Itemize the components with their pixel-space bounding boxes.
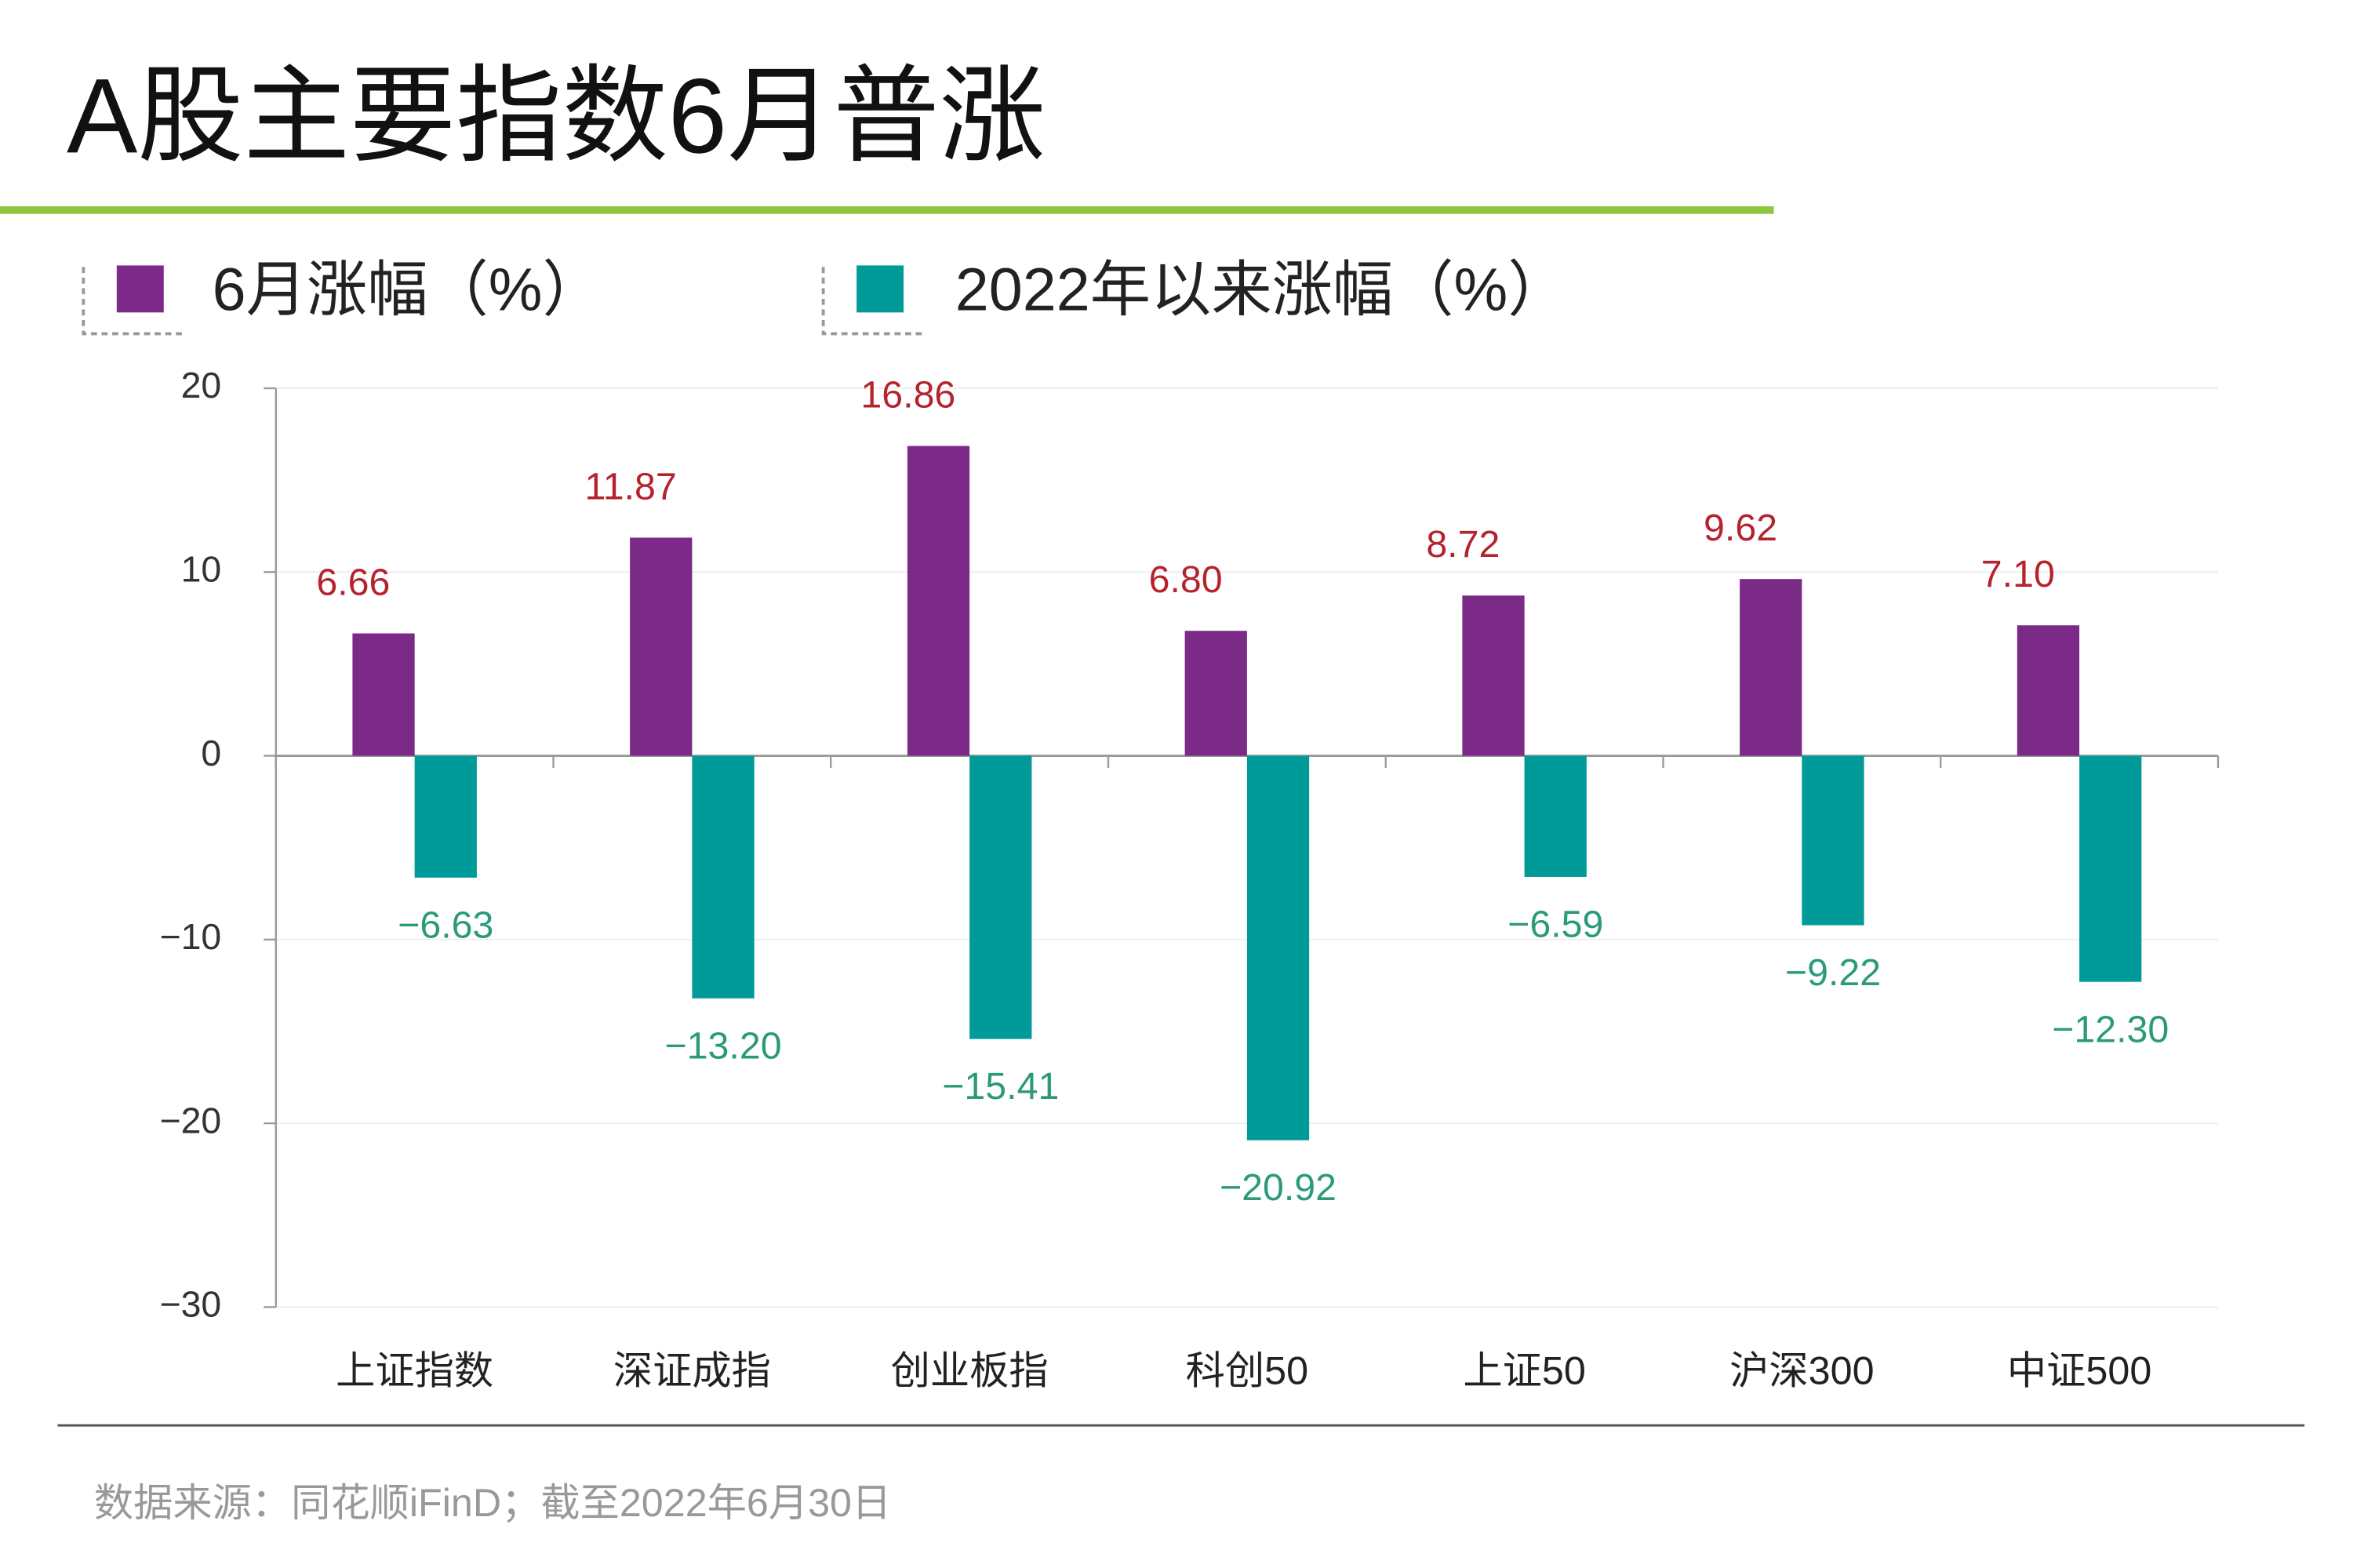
- bar: [969, 755, 1032, 1039]
- legend-frame: [82, 267, 184, 336]
- legend-swatch: [856, 265, 904, 313]
- y-tick-label: 10: [181, 549, 222, 590]
- x-tick-label: 深证成指: [613, 1349, 771, 1393]
- legend-label: 2022年以来涨幅（%）: [955, 256, 1569, 324]
- value-label: −9.22: [1785, 951, 1881, 994]
- bar: [630, 537, 693, 756]
- bar: [907, 446, 970, 756]
- value-label: −15.41: [942, 1065, 1059, 1108]
- value-label: 7.10: [1981, 553, 2055, 595]
- bar: [1462, 595, 1525, 756]
- bar: [1184, 631, 1247, 756]
- x-tick-label: 上证50: [1463, 1349, 1585, 1393]
- bar: [1524, 755, 1587, 877]
- y-tick-label: −10: [160, 916, 222, 957]
- value-label: −6.59: [1507, 903, 1603, 945]
- value-label: 6.66: [316, 561, 390, 603]
- value-label: −12.30: [2052, 1008, 2169, 1050]
- value-label: −13.20: [664, 1024, 781, 1067]
- y-tick-label: 20: [181, 365, 222, 406]
- value-label: −20.92: [1220, 1166, 1337, 1209]
- bar: [2079, 755, 2142, 982]
- legend-frame: [821, 267, 924, 336]
- bar: [2017, 625, 2080, 756]
- bar: [1246, 755, 1310, 1141]
- value-label: 16.86: [860, 373, 955, 416]
- value-label: −6.63: [398, 904, 493, 946]
- chart-title: A股主要指数6月普涨: [67, 56, 1046, 175]
- value-label: 8.72: [1426, 523, 1500, 566]
- title-rule: [0, 206, 1774, 214]
- y-tick-label: 0: [201, 733, 221, 773]
- bar: [692, 755, 755, 999]
- value-label: 11.87: [584, 465, 676, 508]
- source-note: 数据来源：同花顺iFinD；截至2022年6月30日: [94, 1481, 891, 1525]
- bar: [414, 755, 477, 878]
- legend-label: 6月涨幅（%）: [213, 256, 603, 324]
- bar: [1740, 579, 1802, 756]
- bar: [352, 633, 415, 756]
- x-tick-label: 创业板指: [891, 1349, 1049, 1393]
- x-tick-label: 科创50: [1186, 1349, 1308, 1393]
- legend-swatch: [116, 265, 164, 313]
- bar: [1802, 755, 1864, 926]
- y-tick-label: −30: [160, 1284, 222, 1325]
- x-tick-label: 中证500: [2007, 1349, 2151, 1393]
- x-tick-label: 沪深300: [1729, 1349, 1874, 1393]
- value-label: 9.62: [1704, 507, 1777, 549]
- x-tick-label: 上证指数: [336, 1349, 493, 1393]
- value-label: 6.80: [1149, 558, 1223, 601]
- y-tick-label: −20: [160, 1100, 222, 1141]
